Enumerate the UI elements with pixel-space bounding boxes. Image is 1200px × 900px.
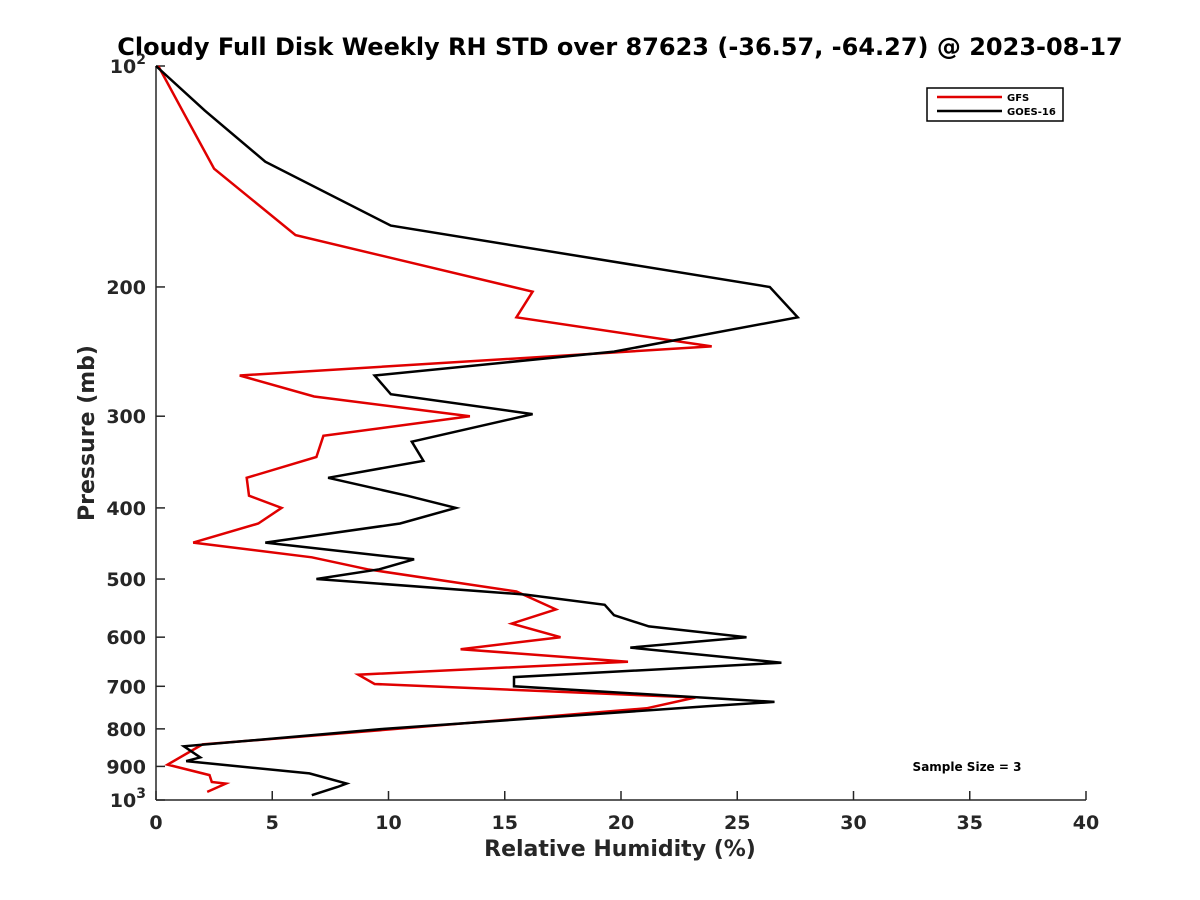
x-axis-ticks: 0 5 10 15 20 25 30 35 40 xyxy=(149,791,1099,834)
y-tick-label: 300 xyxy=(106,406,146,428)
y-tick-label: 400 xyxy=(106,498,146,520)
y-tick-label: 600 xyxy=(106,627,146,649)
legend-label-gfs: GFS xyxy=(1007,93,1029,104)
y-tick-label: 102 xyxy=(110,52,146,78)
chart-title: Cloudy Full Disk Weekly RH STD over 8762… xyxy=(117,33,1123,61)
x-axis-label: Relative Humidity (%) xyxy=(484,837,756,862)
x-tick-label: 5 xyxy=(266,812,279,834)
x-tick-label: 20 xyxy=(608,812,634,834)
series-layer xyxy=(155,65,801,797)
sample-size-annotation: Sample Size = 3 xyxy=(913,760,1022,774)
legend-box xyxy=(926,87,1064,122)
y-tick-label: 200 xyxy=(106,277,146,299)
x-tick-label: 40 xyxy=(1073,812,1099,834)
x-tick-label: 0 xyxy=(149,812,162,834)
y-tick-label: 800 xyxy=(106,719,146,741)
x-tick-label: 15 xyxy=(492,812,518,834)
y-tick-label: 900 xyxy=(106,756,146,778)
legend-label-goes16: GOES-16 xyxy=(1007,107,1056,118)
y-tick-label: 103 xyxy=(110,786,146,812)
legend: GFS GOES-16 xyxy=(926,87,1064,122)
y-axis-label: Pressure (mb) xyxy=(75,345,100,521)
y-tick-label: 500 xyxy=(106,569,146,591)
x-tick-label: 30 xyxy=(840,812,866,834)
x-tick-label: 35 xyxy=(957,812,983,834)
y-tick-label: 700 xyxy=(106,676,146,698)
x-tick-label: 10 xyxy=(375,812,401,834)
x-tick-label: 25 xyxy=(724,812,750,834)
series-line-gfs xyxy=(157,65,712,794)
series-line-goes16 xyxy=(155,65,801,797)
y-axis-ticks: 102 200 300 400 500 600 700 800 900 103 xyxy=(106,52,165,812)
